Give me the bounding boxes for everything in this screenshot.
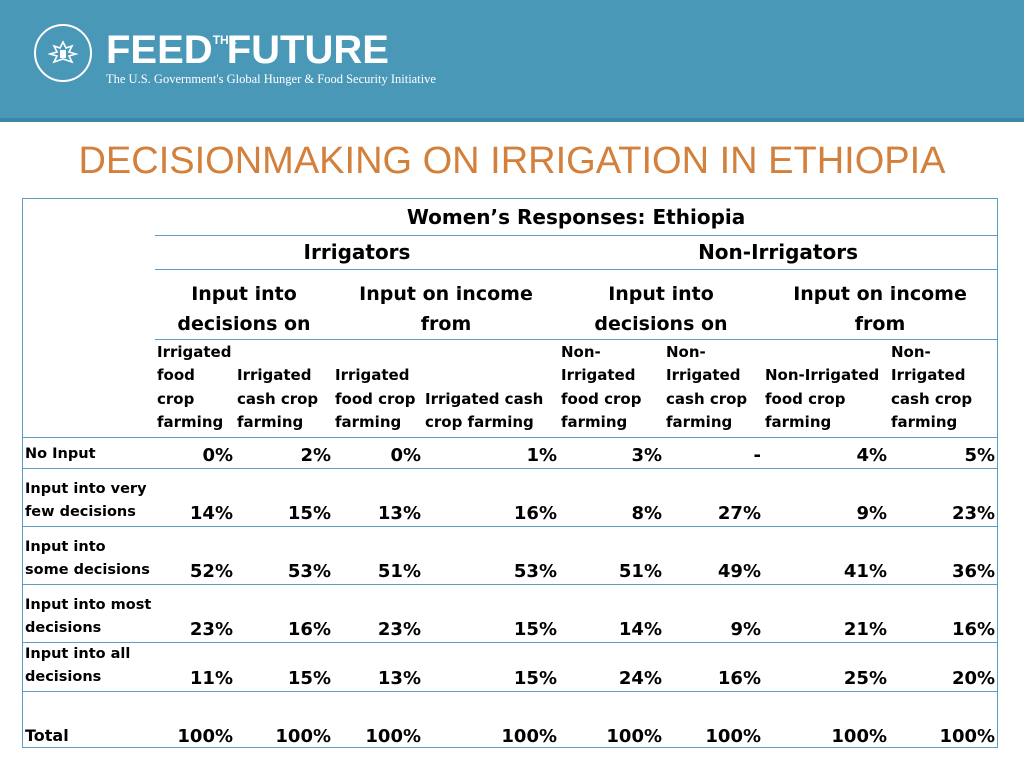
table-cell: 3% xyxy=(559,437,664,469)
table-cell: 5% xyxy=(889,437,998,469)
table-cell: 9% xyxy=(664,584,763,643)
group-header: Irrigators xyxy=(155,235,559,270)
brand-feed: FEED xyxy=(106,28,213,72)
table-cell: - xyxy=(664,437,763,469)
table-title: Women’s Responses: Ethiopia xyxy=(155,199,998,236)
table-row-total: Total 100% 100% 100% 100% 100% 100% 100%… xyxy=(23,691,997,749)
brand-tagline: The U.S. Government's Global Hunger & Fo… xyxy=(106,72,436,86)
column-header: Irrigated cash crop farming xyxy=(235,339,333,438)
column-header: Non-Irrigated food crop farming xyxy=(559,339,664,438)
table-cell: 41% xyxy=(763,526,889,585)
header-banner: FEEDTHEFUTURE The U.S. Government's Glob… xyxy=(0,0,1024,118)
table-cell: 100% xyxy=(705,726,761,747)
table-cell: 2% xyxy=(235,437,333,469)
table-row: No Input 0% 2% 0% 1% 3% - 4% 5% xyxy=(23,437,998,469)
table-cell: 21% xyxy=(763,584,889,643)
table-row: Input into all decisions 11% 15% 13% 15%… xyxy=(23,642,998,692)
row-label: No Input xyxy=(23,437,155,469)
table-cell: 53% xyxy=(235,526,333,585)
table-cell: 8% xyxy=(559,468,664,527)
group-header: Non-Irrigators xyxy=(559,235,998,270)
table-cell: 36% xyxy=(889,526,998,585)
table-cell: 15% xyxy=(423,642,559,692)
table-cell: 16% xyxy=(423,468,559,527)
table-cell: 0% xyxy=(155,437,235,469)
table-cell: 11% xyxy=(155,642,235,692)
table-cell: 16% xyxy=(664,642,763,692)
table-cell: 9% xyxy=(763,468,889,527)
table-cell: 23% xyxy=(333,584,423,643)
column-header: Non-Irrigated cash crop farming xyxy=(889,339,998,438)
slide-title: DECISIONMAKING ON IRRIGATION IN ETHIOPIA xyxy=(78,140,946,182)
column-header: Irrigated cash crop farming xyxy=(423,339,559,438)
table-cell: 100% xyxy=(275,726,331,747)
row-label: Input into some decisions xyxy=(23,526,155,585)
table-cell: 13% xyxy=(333,642,423,692)
table-cell: 24% xyxy=(559,642,664,692)
subgroup-header: Input on income from xyxy=(333,269,559,340)
table-cell: 53% xyxy=(423,526,559,585)
table-cell: 100% xyxy=(501,726,557,747)
table-cell: 52% xyxy=(155,526,235,585)
row-label: Total xyxy=(25,726,69,745)
subgroup-header: Input on income from xyxy=(763,269,998,340)
row-label: Input into all decisions xyxy=(23,642,155,692)
table-cell: 51% xyxy=(333,526,423,585)
table-row: Input into very few decisions 14% 15% 13… xyxy=(23,468,998,527)
table-cell: 23% xyxy=(889,468,998,527)
column-header: Non-Irrigated cash crop farming xyxy=(664,339,763,438)
feed-the-future-logo: FEEDTHEFUTURE xyxy=(106,28,389,72)
table-cell: 100% xyxy=(177,726,233,747)
table-cell: 14% xyxy=(155,468,235,527)
subgroup-header: Input into decisions on xyxy=(559,269,763,340)
brand-the: THE xyxy=(212,33,237,47)
column-header: Irrigated food crop farming xyxy=(333,339,423,438)
column-header: Irrigated food crop farming xyxy=(155,339,235,438)
column-header: Non-Irrigated food crop farming xyxy=(763,339,889,438)
table-row: Input into most decisions 23% 16% 23% 15… xyxy=(23,584,998,643)
table-corner xyxy=(23,199,155,235)
table-cell: 16% xyxy=(889,584,998,643)
row-label: Input into very few decisions xyxy=(23,468,155,527)
table-cell: 0% xyxy=(333,437,423,469)
table-cell: 51% xyxy=(559,526,664,585)
header-stripe xyxy=(0,118,1024,122)
table-cell: 16% xyxy=(235,584,333,643)
table-cell: 49% xyxy=(664,526,763,585)
table-cell: 100% xyxy=(606,726,662,747)
table-row: Input into some decisions 52% 53% 51% 53… xyxy=(23,526,998,585)
table-cell: 20% xyxy=(889,642,998,692)
table-cell: 100% xyxy=(939,726,996,747)
table-cell: 25% xyxy=(763,642,889,692)
brand-future: FUTURE xyxy=(226,28,389,72)
table-cell: 15% xyxy=(235,642,333,692)
table-cell: 100% xyxy=(831,726,887,747)
us-seal-icon xyxy=(34,24,92,82)
table-cell: 100% xyxy=(365,726,421,747)
table-cell: 13% xyxy=(333,468,423,527)
table-cell: 14% xyxy=(559,584,664,643)
table-cell: 15% xyxy=(423,584,559,643)
table-cell: 23% xyxy=(155,584,235,643)
subgroup-header: Input into decisions on xyxy=(155,269,333,340)
table-cell: 15% xyxy=(235,468,333,527)
row-label: Input into most decisions xyxy=(23,584,155,643)
table-cell: 27% xyxy=(664,468,763,527)
table-cell: 1% xyxy=(423,437,559,469)
results-table: Women’s Responses: Ethiopia Irrigators N… xyxy=(22,198,998,748)
table-cell: 4% xyxy=(763,437,889,469)
